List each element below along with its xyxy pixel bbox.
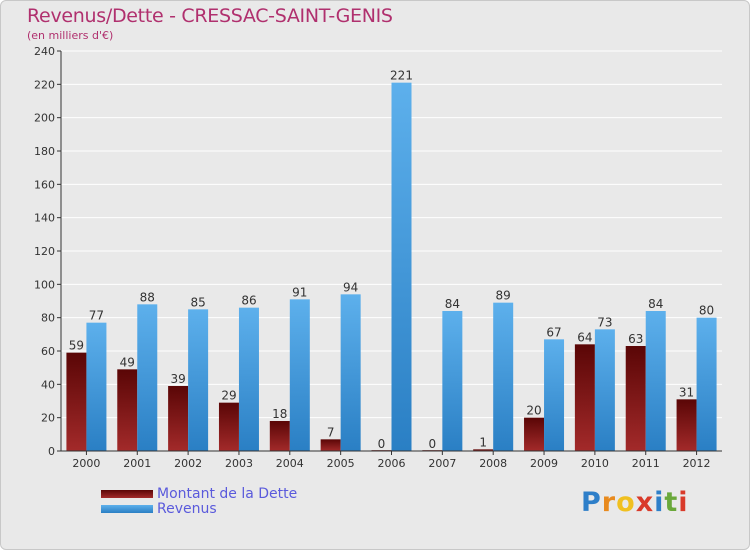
bar-revenus bbox=[442, 311, 463, 451]
y-tick-label: 140 bbox=[34, 212, 55, 225]
logo-letter: r bbox=[601, 487, 617, 518]
legend-swatch-revenus bbox=[101, 505, 153, 513]
bar-revenus bbox=[544, 339, 565, 451]
bar-dette bbox=[676, 399, 697, 451]
chart-title: Revenus/Dette - CRESSAC-SAINT-GENIS bbox=[27, 5, 393, 27]
y-tick-label: 100 bbox=[34, 278, 55, 291]
data-label-revenus: 80 bbox=[699, 304, 714, 318]
data-label-revenus: 91 bbox=[292, 285, 307, 299]
data-label-dette: 29 bbox=[221, 389, 236, 403]
legend-label-dette: Montant de la Dette bbox=[157, 486, 298, 502]
y-tick-label: 180 bbox=[34, 145, 55, 158]
bar-dette bbox=[269, 421, 290, 451]
data-label-revenus: 77 bbox=[89, 309, 104, 323]
data-label-dette: 49 bbox=[120, 355, 135, 369]
data-label-revenus: 94 bbox=[343, 280, 358, 294]
x-tick-label: 2004 bbox=[276, 457, 304, 470]
bar-dette bbox=[218, 402, 239, 451]
data-label-dette: 59 bbox=[69, 339, 84, 353]
x-tick-label: 2006 bbox=[378, 457, 406, 470]
bar-dette bbox=[625, 346, 646, 451]
bar-revenus bbox=[188, 309, 209, 451]
bar-revenus bbox=[289, 299, 310, 451]
data-label-dette: 31 bbox=[679, 385, 694, 399]
bar-revenus bbox=[493, 302, 514, 451]
x-tick-label: 2001 bbox=[123, 457, 151, 470]
y-tick-label: 160 bbox=[34, 178, 55, 191]
data-label-dette: 64 bbox=[577, 330, 592, 344]
bar-dette bbox=[473, 449, 494, 451]
logo-letter: x bbox=[635, 487, 655, 518]
y-tick-label: 200 bbox=[34, 112, 55, 125]
logo-letter: P bbox=[581, 487, 602, 518]
bar-dette bbox=[168, 386, 189, 451]
x-tick-label: 2005 bbox=[327, 457, 355, 470]
data-label-dette: 7 bbox=[327, 425, 335, 439]
x-tick-label: 2009 bbox=[530, 457, 558, 470]
data-label-dette: 1 bbox=[479, 435, 487, 449]
bar-dette bbox=[117, 369, 138, 451]
data-label-revenus: 86 bbox=[241, 294, 256, 308]
bar-dette bbox=[574, 344, 595, 451]
data-label-revenus: 88 bbox=[140, 290, 155, 304]
bar-revenus bbox=[594, 329, 615, 451]
bar-dette bbox=[524, 417, 545, 451]
y-tick-label: 220 bbox=[34, 78, 55, 91]
bar-revenus bbox=[645, 311, 666, 451]
bar-revenus bbox=[340, 294, 361, 451]
bar-dette bbox=[66, 352, 87, 451]
y-tick-label: 0 bbox=[48, 445, 55, 458]
legend-swatch-dette bbox=[101, 490, 153, 498]
bar-revenus bbox=[86, 322, 107, 451]
data-label-dette: 20 bbox=[526, 404, 541, 418]
legend-label-revenus: Revenus bbox=[157, 501, 217, 517]
x-tick-label: 2002 bbox=[174, 457, 202, 470]
x-tick-label: 2007 bbox=[428, 457, 456, 470]
bar-revenus bbox=[696, 317, 717, 451]
y-tick-label: 120 bbox=[34, 245, 55, 258]
x-tick-label: 2010 bbox=[581, 457, 609, 470]
logo-letter: i bbox=[654, 487, 665, 518]
data-label-dette: 39 bbox=[170, 372, 185, 386]
data-label-revenus: 67 bbox=[546, 325, 561, 339]
y-tick-label: 240 bbox=[34, 45, 55, 58]
x-tick-label: 2000 bbox=[72, 457, 100, 470]
chart-subtitle: (en milliers d'€) bbox=[27, 29, 114, 42]
data-label-revenus: 85 bbox=[190, 295, 205, 309]
data-label-revenus: 73 bbox=[597, 315, 612, 329]
bar-dette bbox=[320, 439, 341, 451]
data-label-revenus: 84 bbox=[648, 297, 663, 311]
x-tick-label: 2011 bbox=[632, 457, 660, 470]
data-label-revenus: 84 bbox=[445, 297, 460, 311]
logo-letter: i bbox=[678, 487, 689, 518]
data-label-dette: 0 bbox=[429, 437, 437, 451]
proxiti-logo: Proxiti bbox=[581, 487, 689, 518]
data-label-dette: 0 bbox=[378, 437, 386, 451]
y-tick-label: 20 bbox=[41, 412, 55, 425]
x-tick-label: 2008 bbox=[479, 457, 507, 470]
x-tick-label: 2003 bbox=[225, 457, 253, 470]
y-tick-label: 40 bbox=[41, 378, 55, 391]
y-tick-label: 60 bbox=[41, 345, 55, 358]
bar-revenus bbox=[238, 307, 259, 451]
x-tick-label: 2012 bbox=[683, 457, 711, 470]
logo-letter: o bbox=[616, 487, 636, 518]
y-tick-label: 80 bbox=[41, 312, 55, 325]
bar-revenus bbox=[137, 304, 158, 451]
data-label-dette: 63 bbox=[628, 332, 643, 346]
bar-revenus bbox=[391, 82, 412, 452]
data-label-revenus: 221 bbox=[390, 69, 413, 83]
data-label-revenus: 89 bbox=[496, 289, 511, 303]
data-label-dette: 18 bbox=[272, 407, 287, 421]
logo-letter: t bbox=[664, 487, 679, 518]
